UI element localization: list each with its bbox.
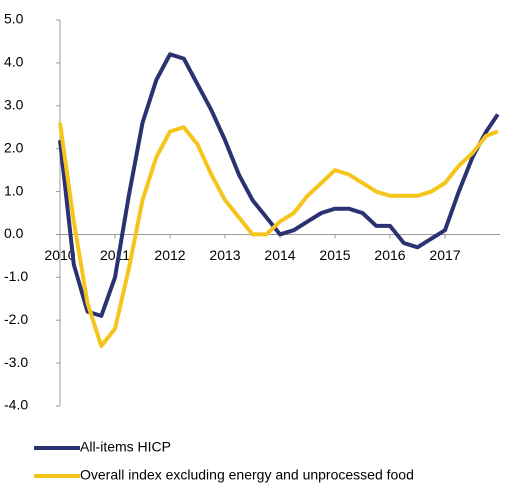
y-tick-label: -4.0	[4, 397, 28, 413]
y-tick-label: 1.0	[4, 182, 24, 198]
y-tick-label: -2.0	[4, 311, 28, 327]
y-tick-label: 0.0	[4, 225, 24, 241]
y-tick-label: 2.0	[4, 139, 24, 155]
x-tick-label: 2012	[154, 247, 185, 263]
series-line	[58, 122, 499, 348]
y-tick-label: 4.0	[4, 54, 24, 70]
x-tick-label: 2013	[209, 247, 240, 263]
x-tick-label: 2016	[374, 247, 405, 263]
x-tick-label: 2010	[44, 247, 75, 263]
x-tick-label: 2015	[319, 247, 350, 263]
x-tick-label: 2017	[429, 247, 460, 263]
series-line	[58, 52, 500, 318]
y-tick-label: 3.0	[4, 96, 24, 112]
legend-label: All-items HICP	[80, 439, 171, 455]
legend-label: Overall index excluding energy and unpro…	[80, 467, 414, 483]
y-tick-label: -1.0	[4, 268, 28, 284]
x-tick-label: 2011	[100, 247, 130, 263]
y-tick-label: -3.0	[4, 354, 28, 370]
x-tick-label: 2014	[264, 247, 295, 263]
y-tick-label: 5.0	[4, 11, 24, 27]
